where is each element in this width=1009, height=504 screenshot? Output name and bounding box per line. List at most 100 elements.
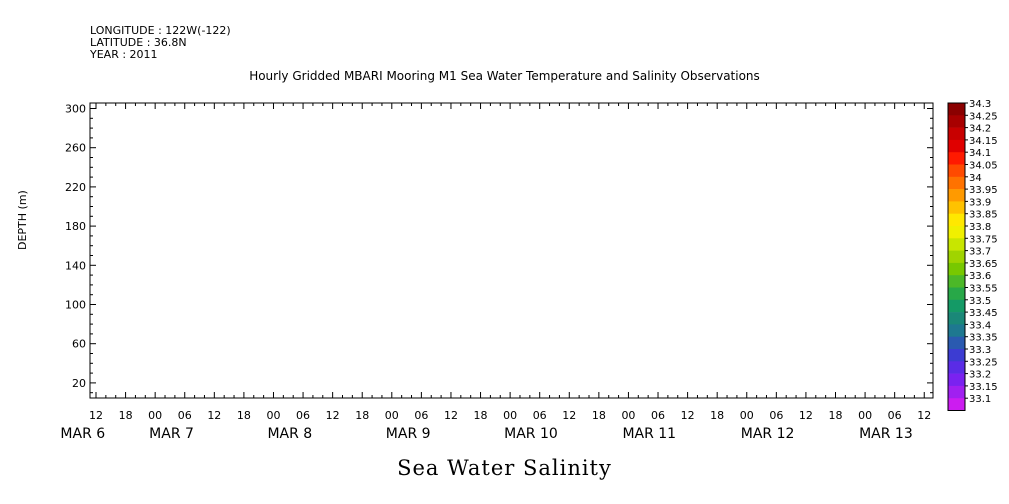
colorbar-label: 33.3 [969, 345, 991, 356]
colorbar-swatch [948, 373, 965, 387]
x-tick-label: 06 [769, 409, 783, 422]
colorbar-swatch [948, 262, 965, 276]
y-tick-label: 220 [65, 181, 86, 194]
colorbar-swatch [948, 139, 965, 153]
colorbar-swatch [948, 152, 965, 165]
x-tick-label: 12 [89, 409, 103, 422]
y-tick-label: 100 [65, 299, 86, 312]
x-day-label: MAR 10 [504, 426, 558, 442]
x-tick-label: 18 [710, 409, 724, 422]
colorbar-swatch [948, 213, 965, 227]
colorbar-swatch [948, 287, 965, 301]
colorbar-label: 33.7 [969, 247, 991, 258]
chart-title: Hourly Gridded MBARI Mooring M1 Sea Wate… [249, 69, 760, 83]
colorbar-swatch [948, 103, 965, 116]
colorbar-swatch [948, 115, 965, 128]
x-tick-label: 06 [533, 409, 547, 422]
x-tick-label: 00 [266, 409, 280, 422]
x-tick-label: 06 [178, 409, 192, 422]
x-tick-label: 00 [148, 409, 162, 422]
colorbar-label: 33.4 [969, 320, 991, 331]
x-day-label: MAR 12 [741, 426, 795, 442]
x-tick-label: 12 [917, 409, 931, 422]
colorbar-swatch [948, 127, 965, 141]
x-tick-label: 00 [621, 409, 635, 422]
colorbar-swatch [948, 324, 965, 337]
year-label: YEAR : 2011 [90, 48, 158, 61]
x-day-label: MAR 8 [267, 426, 312, 442]
colorbar-label: 33.45 [969, 308, 998, 319]
y-tick-label: 260 [65, 142, 86, 155]
colorbar-swatch [948, 349, 965, 362]
x-tick-label: 18 [119, 409, 133, 422]
colorbar-label: 33.85 [969, 210, 998, 221]
x-day-label: MAR 11 [622, 426, 676, 442]
x-day-label: MAR 7 [149, 426, 194, 442]
plot-frame [89, 102, 934, 399]
x-tick-label: 12 [799, 409, 813, 422]
colorbar-swatch [948, 299, 965, 313]
colorbar-swatch [948, 361, 965, 374]
colorbar-swatch [948, 250, 965, 264]
footer-title: Sea Water Salinity [397, 456, 612, 480]
colorbar-swatch [948, 275, 965, 288]
colorbar-label: 34 [969, 173, 982, 184]
x-tick-label: 06 [296, 409, 310, 422]
y-tick-label: 300 [65, 103, 86, 116]
colorbar-label: 33.5 [969, 296, 991, 307]
colorbar-label: 34.25 [969, 111, 998, 122]
x-tick-label: 18 [237, 409, 251, 422]
x-tick-label: 12 [444, 409, 458, 422]
colorbar-label: 34.3 [969, 99, 991, 110]
colorbar-swatch [948, 312, 965, 325]
colorbar-label: 33.25 [969, 357, 998, 368]
colorbar-swatch [948, 189, 965, 202]
colorbar-label: 33.9 [969, 197, 991, 208]
colorbar-swatch [948, 164, 965, 178]
colorbar-frame [947, 102, 966, 411]
x-tick-label: 00 [503, 409, 517, 422]
x-day-label: MAR 9 [386, 426, 431, 442]
colorbar-label: 33.75 [969, 234, 998, 245]
x-tick-label: 12 [681, 409, 695, 422]
x-tick-label: 06 [651, 409, 665, 422]
colorbar-label: 33.8 [969, 222, 991, 233]
x-tick-label: 12 [562, 409, 576, 422]
x-tick-label: 12 [207, 409, 221, 422]
colorbar-label: 33.95 [969, 185, 998, 196]
longitude-label: LONGITUDE : 122W(-122) [90, 24, 231, 37]
colorbar-label: 33.55 [969, 284, 998, 295]
colorbar-label: 33.6 [969, 271, 991, 282]
x-day-label: MAR 13 [859, 426, 913, 442]
latitude-label: LATITUDE : 36.8N [90, 36, 187, 49]
colorbar-label: 34.1 [969, 148, 991, 159]
colorbar-swatch [948, 238, 965, 251]
colorbar-label: 34.15 [969, 136, 998, 147]
colorbar-swatch [948, 201, 965, 214]
x-tick-label: 00 [740, 409, 754, 422]
colorbar-swatch [948, 336, 965, 350]
x-tick-label: 00 [385, 409, 399, 422]
colorbar-swatch [948, 385, 965, 399]
x-tick-label: 18 [592, 409, 606, 422]
x-tick-label: 06 [888, 409, 902, 422]
colorbar-label: 34.2 [969, 124, 991, 135]
colorbar-swatch [948, 226, 965, 239]
colorbar-label: 33.1 [969, 394, 991, 405]
colorbar-swatch [948, 176, 965, 190]
y-tick-label: 180 [65, 220, 86, 233]
colorbar-label: 33.2 [969, 370, 991, 381]
colorbar-label: 33.15 [969, 382, 998, 393]
x-day-label: MAR 6 [60, 426, 105, 442]
colorbar-swatch [948, 398, 965, 411]
x-tick-label: 12 [326, 409, 340, 422]
colorbar-label: 34.05 [969, 161, 998, 172]
colorbar-label: 33.35 [969, 333, 998, 344]
y-tick-label: 60 [72, 338, 86, 351]
y-tick-label: 140 [65, 259, 86, 272]
y-tick-label: 20 [72, 377, 86, 390]
x-tick-label: 06 [414, 409, 428, 422]
x-tick-label: 18 [474, 409, 488, 422]
x-tick-label: 18 [829, 409, 843, 422]
